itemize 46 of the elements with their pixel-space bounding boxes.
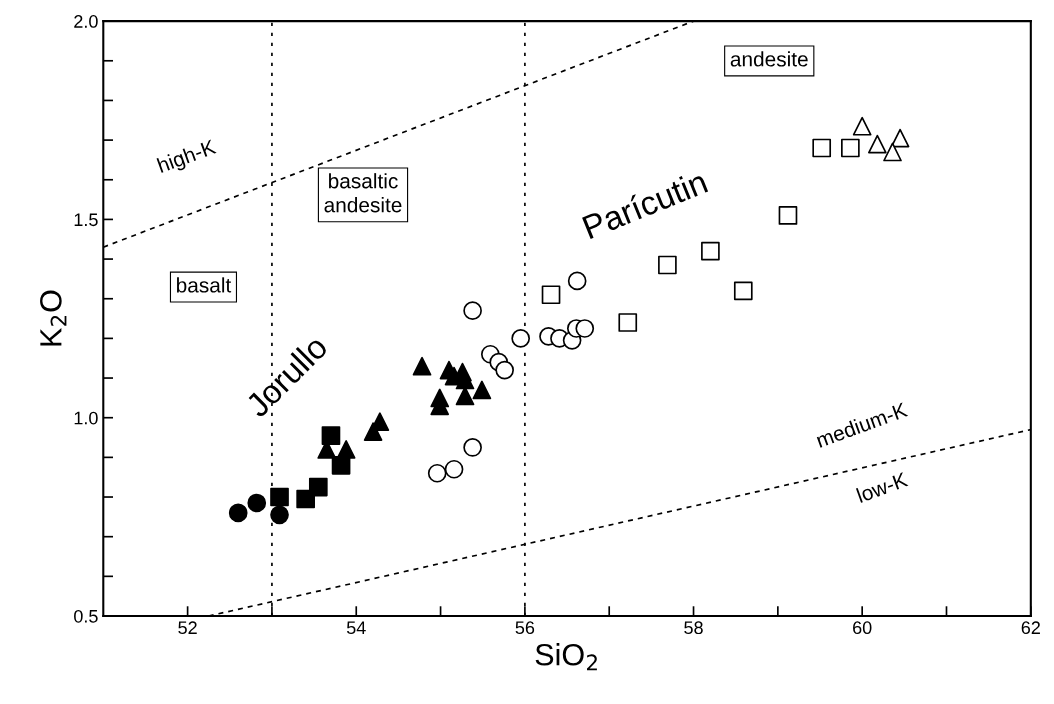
annotation: low-K [855,471,909,503]
x-tick-label: 54 [346,621,366,635]
point [463,438,482,457]
point [495,360,514,380]
point [883,142,902,162]
annotation: basaltic andesite [324,173,402,213]
point [270,487,289,507]
point [868,134,887,154]
point [658,255,677,275]
annotation: high-K [156,138,219,177]
point [427,463,447,483]
point [575,319,595,338]
point [852,116,872,136]
point [247,493,267,513]
x-tick-label: 60 [853,621,872,635]
y-tick-label: 1.0 [74,411,98,425]
point [228,503,248,523]
point [812,138,832,158]
point [541,285,561,305]
y-axis-title: K$_{2}$O [40,290,67,346]
point [701,241,720,261]
point [618,313,638,332]
point [472,380,492,400]
point [308,477,328,497]
annotation: andesite [730,51,808,67]
y-tick-label: 1.5 [74,213,98,227]
point [463,301,482,320]
point [412,356,432,376]
x-axis-title: SiO$_{2}$ [535,643,597,671]
y-tick-label: 2.0 [74,15,98,28]
point [270,505,289,525]
point [567,271,587,291]
point [733,281,753,301]
point [336,440,356,459]
point [444,459,464,479]
point [841,138,860,158]
x-tick-label: 56 [515,621,535,635]
y-tick-label: 0.5 [74,609,98,623]
x-tick-label: 52 [178,621,197,635]
annotation: basalt [177,277,232,293]
x-tick-label: 58 [684,621,703,635]
point [321,426,341,445]
point [511,329,531,348]
x-tick-label: 62 [1021,621,1040,635]
point [778,206,798,225]
point [455,386,475,406]
